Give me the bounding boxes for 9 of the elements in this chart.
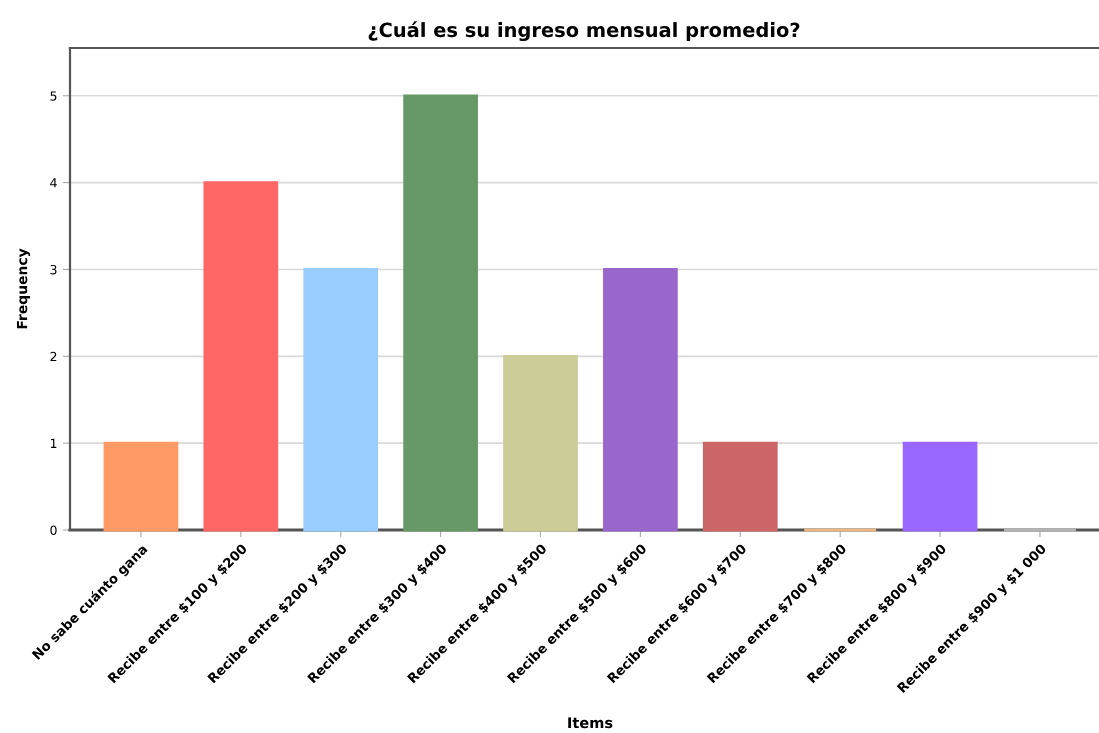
y-tick-label: 1 xyxy=(50,438,57,448)
y-tick-label: 2 xyxy=(50,351,57,362)
x-axis-title: Items xyxy=(568,717,613,729)
y-axis-title: Frequency xyxy=(16,248,31,329)
y-tick-label: 5 xyxy=(50,91,57,101)
chart-title: ¿Cuál es su ingreso mensual promedio? xyxy=(368,21,800,42)
y-tick-label: 0 xyxy=(50,525,57,535)
y-tick-label: 3 xyxy=(50,264,57,275)
y-tick-label: 4 xyxy=(50,178,57,188)
